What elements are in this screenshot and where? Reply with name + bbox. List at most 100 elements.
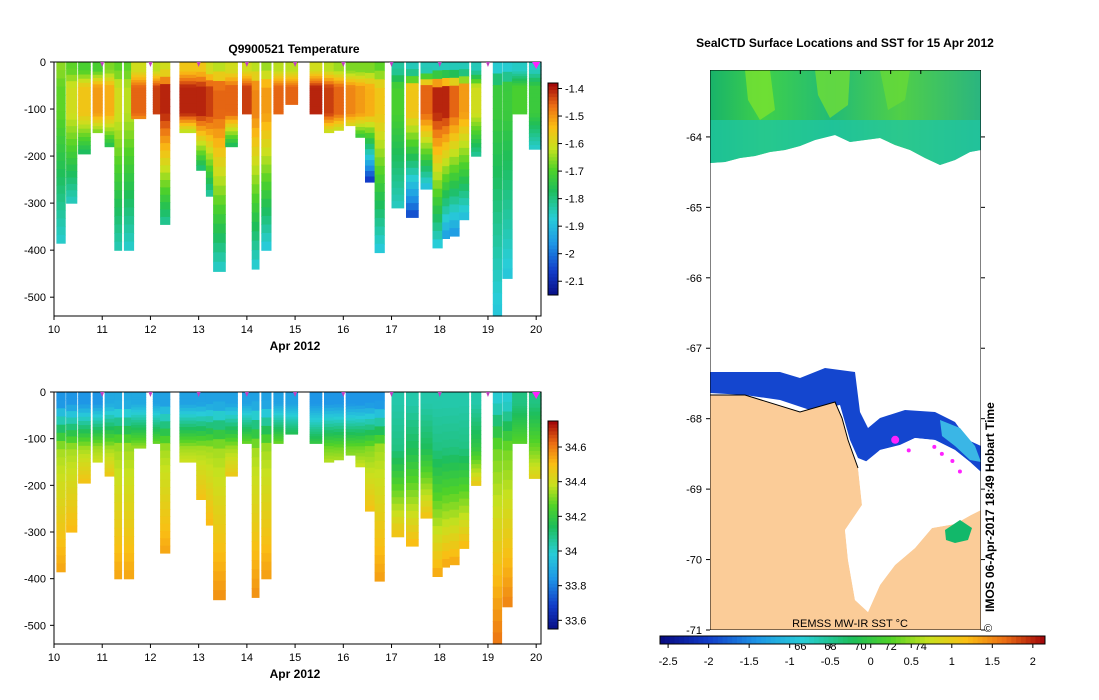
colorbar-cell bbox=[548, 217, 558, 222]
profile-cell bbox=[196, 66, 207, 73]
profile-cell bbox=[179, 404, 197, 409]
profile-cell bbox=[512, 69, 528, 73]
profile-marker bbox=[532, 392, 541, 399]
profile-cell bbox=[251, 569, 260, 580]
profile-cell bbox=[471, 130, 482, 136]
profile-cell bbox=[502, 170, 513, 181]
profile-cell bbox=[213, 486, 226, 497]
profile-cell bbox=[442, 479, 450, 489]
profile-cell bbox=[205, 171, 217, 179]
profile-cell bbox=[160, 509, 171, 517]
profile-cell bbox=[225, 422, 238, 427]
profile-cell bbox=[324, 84, 335, 89]
profile-cell bbox=[528, 73, 542, 79]
profile-cell bbox=[432, 509, 443, 519]
profile-cell bbox=[213, 242, 226, 253]
profile-cell bbox=[365, 494, 376, 501]
profile-cell bbox=[92, 113, 103, 118]
colorbar-cell bbox=[548, 132, 558, 137]
colorbar-cell bbox=[548, 189, 558, 193]
profile-cell bbox=[365, 160, 376, 167]
profile-cell bbox=[442, 543, 450, 552]
profile-cell bbox=[528, 423, 542, 428]
salinity-x-axis: 10 11 12 13 14 15 16 17 18 19 20 bbox=[48, 644, 542, 664]
profile-cell bbox=[131, 110, 147, 114]
profile-cell bbox=[196, 96, 207, 102]
profile-cell bbox=[345, 414, 356, 419]
profile-cell bbox=[391, 75, 405, 83]
profile-cell bbox=[251, 550, 260, 561]
profile-cell bbox=[160, 106, 171, 115]
profile-cell bbox=[205, 404, 217, 411]
profile-cell bbox=[152, 403, 161, 407]
profile-cell bbox=[152, 94, 161, 98]
profile-cell bbox=[502, 91, 513, 102]
colorbar-cell bbox=[548, 93, 558, 98]
profile-cell bbox=[324, 433, 335, 438]
profile-cell bbox=[251, 250, 260, 261]
profile-cell bbox=[66, 500, 78, 508]
profile-cell bbox=[333, 62, 344, 66]
profile-cell bbox=[420, 437, 434, 445]
profile-cell bbox=[459, 147, 470, 156]
profile-cell bbox=[355, 392, 366, 396]
profile-cell bbox=[449, 212, 460, 221]
profile-cell bbox=[309, 66, 323, 70]
profile-cell bbox=[179, 417, 197, 422]
colorbar-cell bbox=[548, 438, 558, 443]
profile-cell bbox=[152, 102, 161, 105]
profile-cell bbox=[160, 487, 171, 495]
profile-cell bbox=[179, 113, 197, 118]
profile-cell bbox=[242, 410, 253, 414]
profile-cell bbox=[406, 132, 419, 141]
profile-cell bbox=[78, 78, 91, 84]
colorbar-cell bbox=[548, 441, 558, 446]
colorbar-cell bbox=[548, 97, 558, 102]
colorbar-cell bbox=[548, 128, 558, 133]
seal-location-dot bbox=[957, 469, 962, 474]
sst-colorbar-cell bbox=[823, 636, 829, 644]
profile-cell bbox=[449, 117, 460, 126]
colorbar-cell bbox=[548, 431, 558, 436]
profile-cell bbox=[114, 519, 123, 529]
profile-cell bbox=[471, 91, 482, 97]
profile-cell bbox=[365, 176, 376, 183]
profile-cell bbox=[459, 83, 470, 92]
profile-cell bbox=[273, 394, 284, 398]
profile-cell bbox=[442, 392, 450, 401]
profile-cell bbox=[160, 406, 171, 415]
profile-cell bbox=[391, 431, 405, 439]
sst-colorbar-cell bbox=[698, 636, 704, 644]
profile-cell bbox=[114, 510, 123, 520]
colorbar-cell bbox=[548, 118, 558, 123]
profile-cell bbox=[442, 230, 450, 239]
profile-cell bbox=[205, 129, 217, 136]
profile-cell bbox=[152, 76, 161, 80]
profile-cell bbox=[309, 64, 323, 68]
profile-cell bbox=[324, 110, 335, 114]
profile-cell bbox=[225, 414, 238, 420]
profile-cell bbox=[355, 432, 366, 437]
profile-cell bbox=[324, 458, 335, 463]
profile-cell bbox=[205, 135, 217, 142]
profile-cell bbox=[345, 76, 356, 80]
profile-cell bbox=[251, 221, 260, 232]
profile-cell bbox=[365, 132, 376, 139]
profile-cell bbox=[374, 70, 385, 80]
profile-cell bbox=[131, 407, 147, 411]
profile-cell bbox=[273, 64, 284, 68]
profile-cell bbox=[196, 116, 207, 122]
profile-cell bbox=[492, 403, 503, 416]
profile-cell bbox=[459, 512, 470, 521]
sst-colorbar-cell bbox=[1035, 636, 1041, 644]
profile-cell bbox=[432, 171, 443, 181]
profile-cell bbox=[152, 431, 161, 435]
profile-cell bbox=[205, 494, 217, 502]
profile-cell bbox=[528, 145, 542, 150]
sst-colorbar-cell bbox=[770, 636, 776, 644]
profile-cell bbox=[66, 126, 78, 134]
x-tick-label: 19 bbox=[482, 652, 494, 664]
sst-colorbar-cell bbox=[804, 636, 810, 644]
sst-colorbar-cell bbox=[1025, 636, 1032, 644]
profile-cell bbox=[285, 98, 299, 102]
